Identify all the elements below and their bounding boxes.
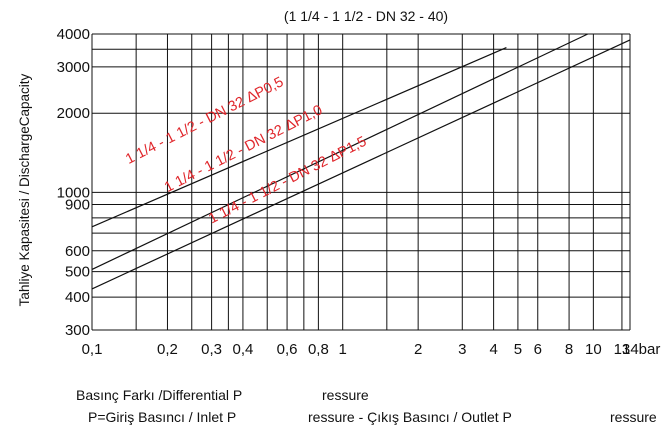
y-tick-label: 500: [65, 264, 90, 281]
x-tick-label: 1: [339, 341, 347, 358]
x-tick-label: 0,8: [308, 341, 329, 358]
x-tick-label: 5: [514, 341, 522, 358]
y-tick-label: 3000: [57, 59, 90, 76]
x-tick-label: 2: [414, 341, 422, 358]
series-line: [91, 33, 589, 270]
x-tick-label: 4: [489, 341, 497, 358]
y-tick-label: 4000: [57, 26, 90, 43]
x-tick-label: 3: [458, 341, 466, 358]
y-axis-label: Tahliye Kapasitesi / DischargeCapacity: [17, 73, 32, 306]
x-tick-label: 0,1: [82, 341, 103, 358]
x-axis-caption-part: ressure: [322, 387, 369, 403]
x-axis-caption-part: Basınç Farkı /Differential P: [76, 387, 242, 403]
series-line: [91, 47, 507, 228]
x-axis-caption-part: ressure - Çıkış Basıncı / Outlet P: [308, 409, 512, 425]
x-axis-caption: Basınç Farkı /Differential P ressure P=Gir…: [76, 387, 657, 425]
x-tick-label: 0,6: [277, 341, 298, 358]
x-tick-label: 6: [534, 341, 542, 358]
x-tick-label: 8: [565, 341, 573, 358]
y-tick-label: 300: [65, 322, 90, 339]
x-tick-label: 14bar: [622, 341, 660, 358]
y-tick-label: 2000: [57, 105, 90, 122]
x-tick-label: 13: [614, 341, 631, 358]
x-tick-label: 0,2: [157, 341, 178, 358]
y-tick-label: 1000: [57, 184, 90, 201]
x-tick-label: 0,4: [232, 341, 253, 358]
x-axis-caption-part: P=Giriş Basıncı / Inlet P: [88, 409, 236, 425]
x-tick-label: 0,3: [201, 341, 222, 358]
y-tick-label: 600: [65, 243, 90, 260]
x-axis-caption-part: ressure: [610, 409, 657, 425]
series-lines: [91, 33, 631, 290]
x-tick-label: 10: [585, 341, 602, 358]
y-tick-label: 400: [65, 289, 90, 306]
y-tick-label: 900: [65, 196, 90, 213]
chart-title: (1 1/4 - 1 1/2 - DN 32 - 40): [284, 8, 448, 24]
grid: [91, 33, 631, 331]
series-line: [91, 39, 631, 290]
